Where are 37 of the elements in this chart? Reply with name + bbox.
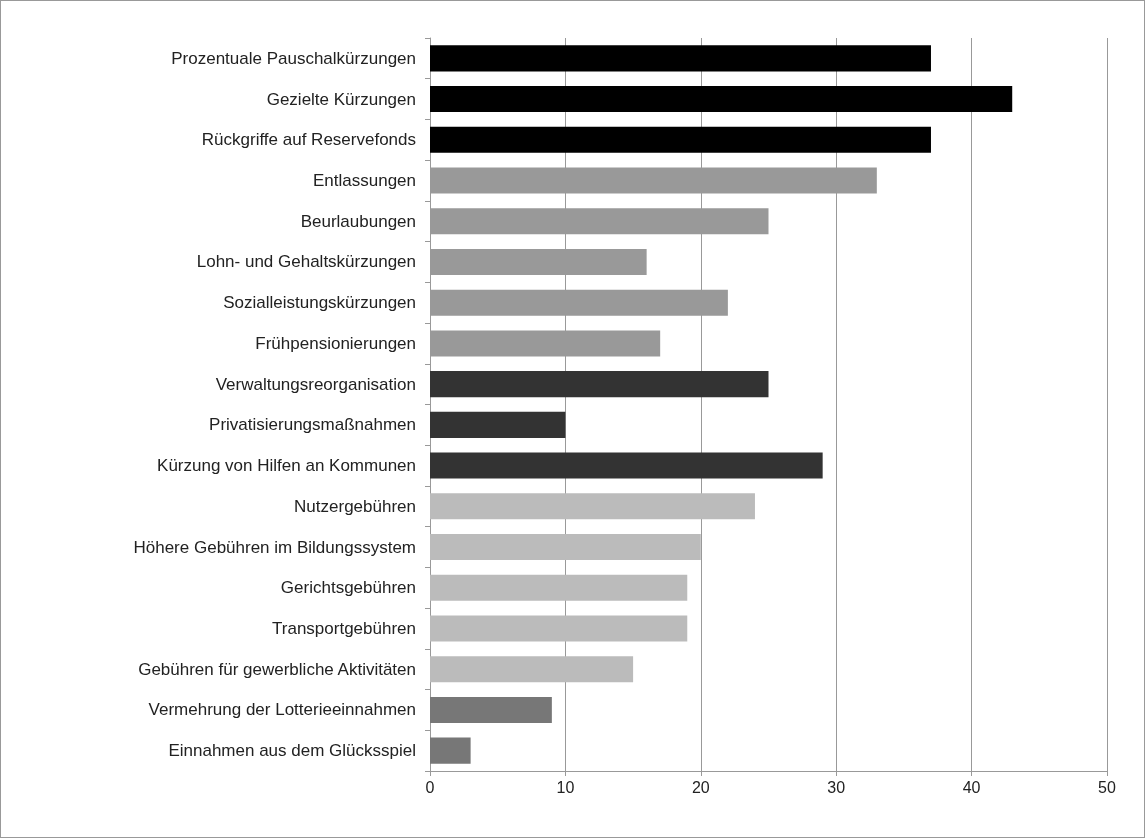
y-tick-label: Sozialleistungskürzungen xyxy=(223,293,416,313)
bar xyxy=(430,452,823,479)
x-tick-label: 50 xyxy=(1098,778,1116,796)
bar xyxy=(430,615,688,642)
bar xyxy=(430,86,1013,113)
y-tick-label: Transportgebühren xyxy=(272,618,416,638)
x-tick-label: 10 xyxy=(556,778,575,796)
y-tick-label: Prozentuale Pauschalkürzungen xyxy=(171,48,416,68)
bar xyxy=(430,411,566,438)
x-tick-label: 30 xyxy=(827,778,846,796)
x-tick-label: 20 xyxy=(691,778,710,796)
y-tick-label: Beurlaubungen xyxy=(300,211,416,231)
y-tick-label: Gezielte Kürzungen xyxy=(266,89,416,109)
y-tick-label: Gerichtsgebühren xyxy=(280,578,416,598)
y-tick-label: Entlassungen xyxy=(312,171,416,191)
bar xyxy=(430,656,634,683)
y-tick-label: Höhere Gebühren im Bildungssystem xyxy=(133,537,416,557)
y-tick-label: Rückgriffe auf Reservefonds xyxy=(201,130,416,150)
bar xyxy=(430,574,688,601)
bar xyxy=(430,371,769,398)
bar xyxy=(430,696,552,723)
bar xyxy=(430,737,471,764)
y-tick-label: Verwaltungsreorganisation xyxy=(215,374,416,394)
y-tick-label: Privatisierungsmaßnahmen xyxy=(209,415,416,435)
y-tick-label: Kürzung von Hilfen an Kommunen xyxy=(157,456,416,476)
y-tick-label: Nutzergebühren xyxy=(294,496,416,516)
x-tick-label: 0 xyxy=(425,778,435,796)
x-tick-label: 40 xyxy=(962,778,981,796)
bar xyxy=(430,126,931,153)
bar xyxy=(430,45,931,72)
y-tick-label: Einnahmen aus dem Glücksspiel xyxy=(168,741,416,761)
bar xyxy=(430,534,701,561)
y-tick-label: Lohn- und Gehaltskürzungen xyxy=(196,252,416,272)
bar xyxy=(430,493,755,520)
y-tick-label: Frühpensionierungen xyxy=(255,333,416,353)
y-tick-label: Vermehrung der Lotterieeinnahmen xyxy=(148,700,416,720)
y-tick-label: Gebühren für gewerbliche Aktivitäten xyxy=(138,659,416,679)
